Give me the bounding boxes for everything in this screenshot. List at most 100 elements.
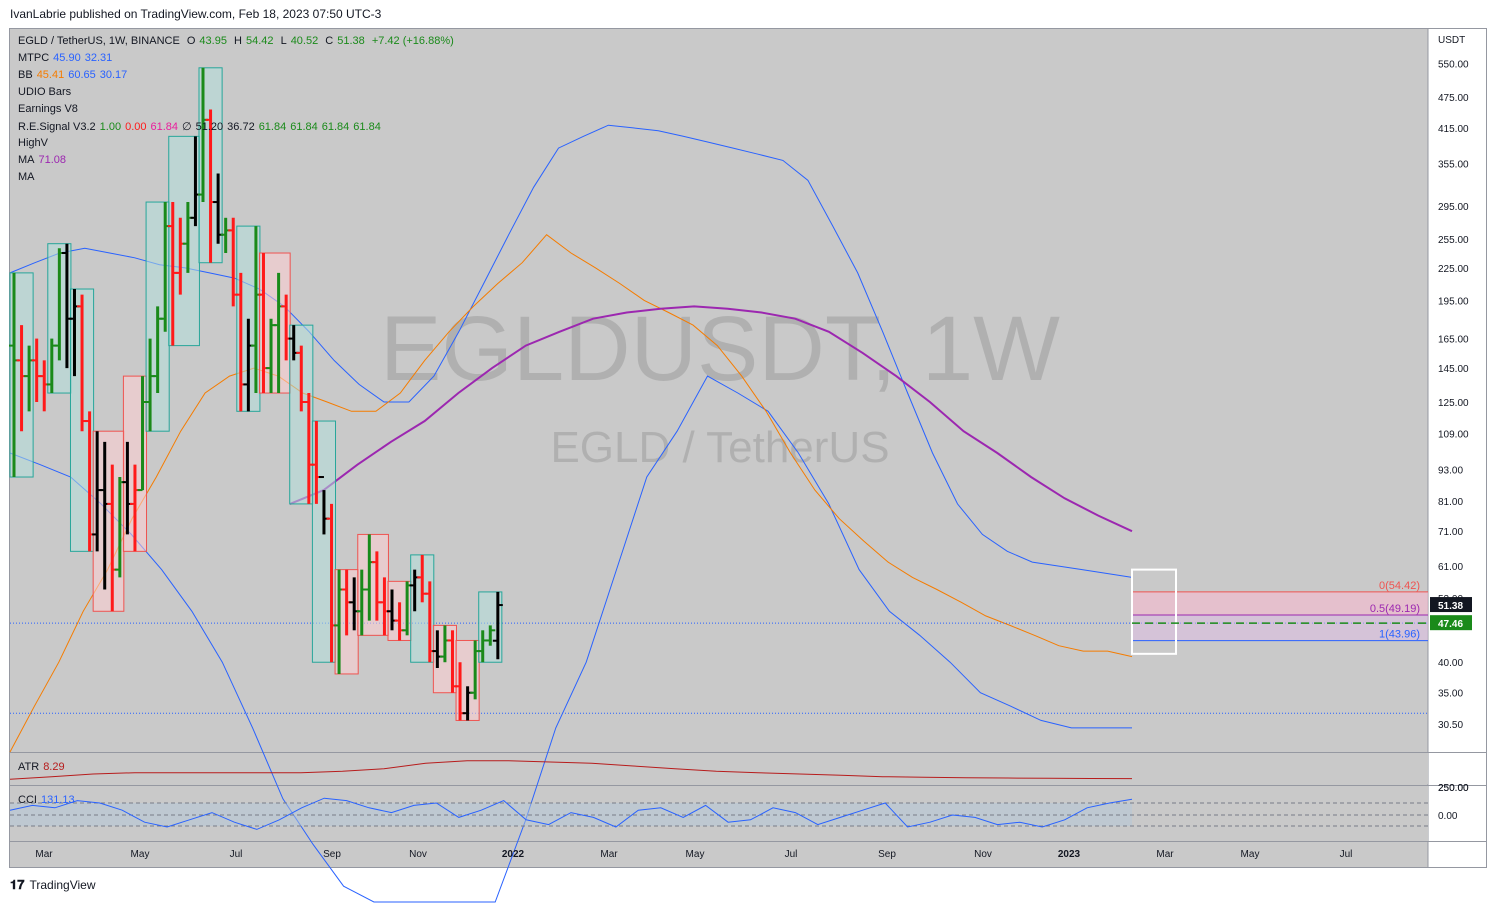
legend-title-row: EGLD / TetherUS, 1W, BINANCE O 43.95 H 54.… — [18, 35, 458, 47]
price-tick-label: 225.00 — [1438, 264, 1469, 275]
price-tick-label: 61.00 — [1438, 562, 1463, 573]
time-tick-label: Mar — [600, 849, 618, 860]
price-tick-label: 81.00 — [1438, 497, 1463, 508]
bb-v2: 60.65 — [68, 69, 96, 81]
ohlc-bar — [485, 625, 496, 646]
time-tick-label: Sep — [878, 849, 896, 860]
resignal-v3: 61.84 — [150, 121, 179, 133]
price-tick-label: 415.00 — [1438, 124, 1469, 135]
price-tick-label: 71.00 — [1438, 527, 1463, 538]
price-tick-label: 125.00 — [1438, 398, 1469, 409]
resignal-v4: ∅ — [182, 121, 192, 133]
cci-tick-label: 0.00 — [1438, 811, 1458, 822]
open-value: 43.95 — [199, 35, 227, 47]
highv-name: HighV — [18, 137, 48, 149]
cci-tick-label: 250.00 — [1438, 783, 1469, 794]
close-value: 51.38 — [337, 35, 365, 47]
legend-atr[interactable]: ATR 8.29 — [18, 761, 69, 773]
fib-level-label: 0(54.42) — [1379, 580, 1420, 592]
ma2-name: MA — [18, 171, 35, 183]
price-tick-label: 295.00 — [1438, 202, 1469, 213]
price-tick-label: 30.50 — [1438, 720, 1463, 731]
bb-lower-line — [9, 375, 1132, 903]
time-tick-label: Nov — [409, 849, 427, 860]
legend-udio[interactable]: UDIO Bars — [18, 86, 75, 98]
price-axis-bg — [1428, 29, 1486, 867]
fib-zone-lower — [1132, 614, 1428, 641]
time-tick-label: 2023 — [1058, 849, 1081, 860]
cci-line — [9, 797, 1133, 830]
legend-mtpc[interactable]: MTPC 45.90 32.31 — [18, 52, 116, 64]
time-tick-label: Jul — [1340, 849, 1353, 860]
ma1-value: 71.08 — [38, 154, 67, 166]
price-tick-label: 355.00 — [1438, 160, 1469, 171]
resignal-v10: 61.84 — [353, 121, 381, 133]
price-tick-label: 255.00 — [1438, 235, 1469, 246]
bb-basis-line — [9, 234, 1133, 753]
footer-brand: TradingView — [29, 878, 96, 892]
legend-cci[interactable]: CCI 131.13 — [18, 794, 79, 806]
price-tick-label: 145.00 — [1438, 364, 1469, 375]
bb-v3: 30.17 — [99, 69, 128, 81]
fib-level-label: 0.5(49.19) — [1370, 603, 1420, 615]
legend-resignal[interactable]: R.E.Signal V3.2 1.00 0.00 61.84 ∅ 51.20 36.72 6… — [18, 120, 385, 133]
price-tick-label: 550.00 — [1438, 60, 1469, 71]
udio-name: UDIO Bars — [18, 86, 72, 98]
legend-bb[interactable]: BB 45.41 60.65 30.17 — [18, 69, 131, 81]
close-label: C — [325, 35, 334, 47]
time-tick-label: May — [686, 849, 705, 860]
axis-currency-label: USDT — [1438, 35, 1465, 46]
cci-name: CCI — [18, 794, 37, 806]
bullish-zone-box — [289, 324, 314, 505]
legend-earnings[interactable]: Earnings V8 — [18, 103, 82, 115]
low-label: L — [280, 35, 287, 47]
time-tick-label: May — [1241, 849, 1260, 860]
resignal-name: R.E.Signal V3.2 — [18, 121, 96, 133]
price-tick-label: 40.00 — [1438, 658, 1463, 669]
last-price-label: 51.38 — [1438, 601, 1463, 612]
bb-name: BB — [18, 69, 33, 81]
resignal-v5: 51.20 — [195, 121, 224, 133]
legend-highv[interactable]: HighV — [18, 137, 52, 149]
mtpc-v2: 32.31 — [84, 52, 113, 64]
level-price-label: 47.46 — [1438, 619, 1463, 630]
fib-level-label: 1(43.96) — [1379, 629, 1420, 641]
time-tick-label: Jul — [230, 849, 243, 860]
atr-value: 8.29 — [43, 761, 65, 773]
resignal-v7: 61.84 — [258, 121, 287, 133]
price-tick-label: 195.00 — [1438, 296, 1469, 307]
ohlc-bar — [492, 591, 503, 660]
earnings-name: Earnings V8 — [18, 103, 78, 115]
time-tick-label: 2022 — [502, 849, 525, 860]
time-tick-label: Mar — [1156, 849, 1174, 860]
ma1-name: MA — [18, 154, 35, 166]
price-tick-label: 109.00 — [1438, 429, 1469, 440]
publisher-line: IvanLabrie published on TradingView.com,… — [10, 7, 382, 21]
legend-title: EGLD / TetherUS, 1W, BINANCE — [18, 35, 180, 47]
resignal-v2: 0.00 — [125, 121, 147, 133]
legend-ma2[interactable]: MA — [18, 171, 39, 183]
change-value: +7.42 (+16.88%) — [371, 35, 454, 47]
mtpc-name: MTPC — [18, 52, 50, 64]
fib-zone-upper — [1132, 591, 1428, 615]
footer: 𝟏𝟕 TradingView — [10, 877, 96, 893]
mtpc-v1: 45.90 — [53, 52, 81, 64]
high-value: 54.42 — [245, 35, 274, 47]
price-tick-label: 93.00 — [1438, 466, 1463, 477]
time-tick-label: Nov — [974, 849, 992, 860]
bearish-zone-box — [455, 639, 480, 721]
resignal-v1: 1.00 — [99, 121, 122, 133]
time-tick-label: Jul — [785, 849, 798, 860]
atr-scale-label: 250.00 — [1438, 783, 1469, 794]
low-value: 40.52 — [290, 35, 319, 47]
last-price-badge — [1430, 597, 1472, 613]
atr-line — [9, 760, 1133, 780]
legend-ma1[interactable]: MA 71.08 — [18, 154, 70, 166]
cci-value: 131.13 — [40, 794, 75, 806]
tradingview-logo-icon: 𝟏𝟕 — [10, 877, 25, 892]
price-tick-label: 35.00 — [1438, 689, 1463, 700]
atr-pane-bg — [10, 753, 1428, 784]
high-label: H — [234, 35, 242, 47]
time-tick-label: Sep — [323, 849, 341, 860]
